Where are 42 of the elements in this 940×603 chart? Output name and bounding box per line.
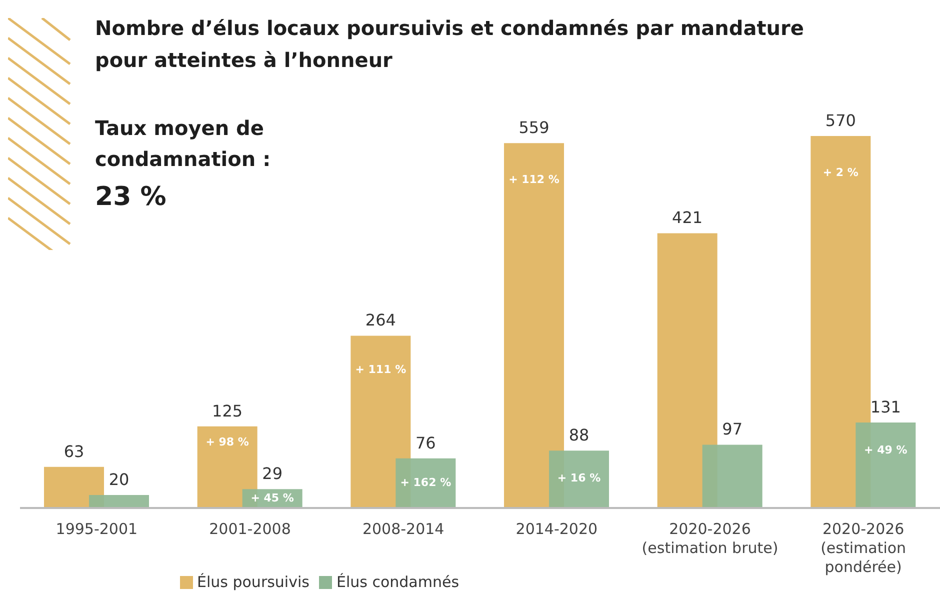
bar bbox=[549, 450, 609, 508]
data-label: 76 bbox=[415, 433, 436, 452]
annotation: + 2 % bbox=[822, 166, 858, 180]
data-label: 131 bbox=[870, 398, 901, 417]
legend-label: Élus condamnés bbox=[336, 573, 460, 591]
bar bbox=[504, 143, 564, 508]
data-label: 559 bbox=[518, 118, 550, 138]
x-tick-label: 2020-2026 (estimation brute) bbox=[642, 520, 778, 557]
x-tick-label: 2008-2014 bbox=[362, 520, 444, 538]
annotation: + 16 % bbox=[557, 472, 601, 485]
bar bbox=[856, 422, 916, 508]
data-label: 20 bbox=[108, 470, 130, 489]
data-label: 264 bbox=[365, 310, 396, 330]
x-tick-label: 2001-2008 bbox=[209, 520, 291, 538]
data-label: 63 bbox=[64, 442, 84, 461]
bar bbox=[810, 136, 871, 508]
x-tick-label: 2014-2020 bbox=[516, 520, 598, 538]
annotation: 23 % bbox=[95, 181, 168, 214]
bar bbox=[350, 336, 411, 508]
data-label: 97 bbox=[722, 420, 743, 439]
legend-label: Élus poursuivis bbox=[197, 573, 310, 591]
bar bbox=[89, 494, 149, 508]
data-label: 125 bbox=[212, 401, 243, 420]
annotation: + 98 % bbox=[206, 436, 249, 449]
annotation: Taux moyen de condamnation : bbox=[95, 115, 272, 173]
bar bbox=[657, 233, 718, 508]
bar bbox=[197, 426, 258, 508]
annotation: + 45 % bbox=[250, 492, 294, 505]
bar bbox=[44, 466, 104, 508]
annotation: + 162 % bbox=[400, 476, 452, 490]
data-label: 570 bbox=[825, 111, 856, 130]
x-tick-label: 1995-2001 bbox=[56, 520, 138, 538]
annotation: + 112 % bbox=[508, 173, 560, 186]
annotation: + 111 % bbox=[355, 363, 406, 376]
bar bbox=[396, 458, 456, 508]
x-tick-label: 2020-2026 (estimation pondérée) bbox=[820, 520, 906, 576]
data-label: 29 bbox=[262, 464, 283, 484]
data-label: 421 bbox=[672, 208, 703, 228]
bar bbox=[702, 444, 762, 508]
annotation: + 49 % bbox=[864, 444, 908, 457]
data-label: 88 bbox=[568, 426, 590, 445]
chart-title: Nombre d’élus locaux poursuivis et condamnés par mandature pour atteintes à l’honneur bbox=[95, 15, 805, 74]
